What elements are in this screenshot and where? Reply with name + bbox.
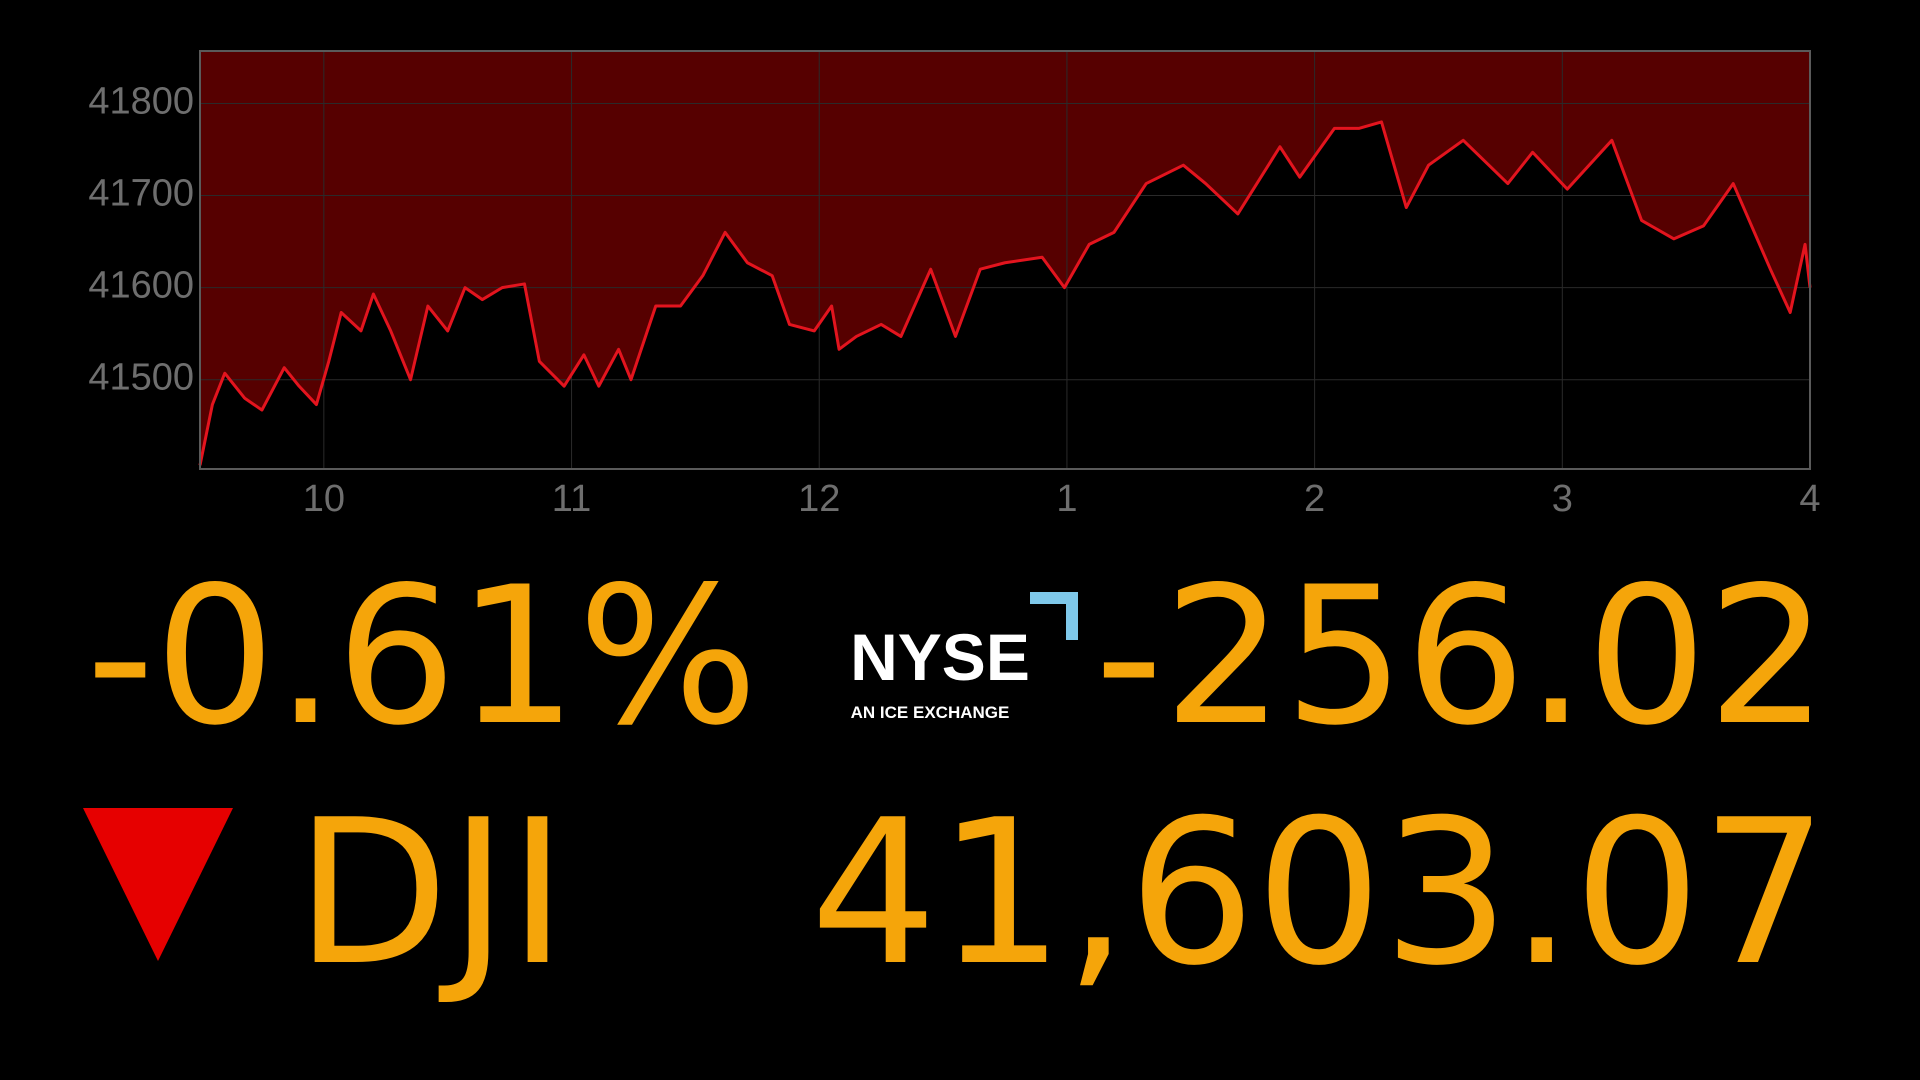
x-tick-label: 10 xyxy=(303,478,345,520)
plot-frame xyxy=(199,50,1811,470)
price: 41,603.07 xyxy=(810,777,1828,1010)
point-change: -256.02 xyxy=(1095,546,1828,767)
logo-tagline: AN ICE EXCHANGE xyxy=(851,703,1010,722)
down-arrow xyxy=(83,808,233,961)
x-tick-label: 1 xyxy=(1056,478,1077,520)
logo-name: NYSE xyxy=(850,620,1030,694)
price-line xyxy=(198,120,1812,466)
symbol: DJI xyxy=(295,777,567,1010)
area-fill xyxy=(200,51,1810,466)
x-tick-label: 2 xyxy=(1304,478,1325,520)
y-tick-label: 41700 xyxy=(88,173,194,215)
logo-bracket xyxy=(1030,592,1078,640)
x-tick-label: 11 xyxy=(552,478,591,520)
percent-change: -0.61% xyxy=(86,546,758,767)
logo: NYSE AN ICE EXCHANGE xyxy=(850,592,1078,722)
x-tick-label: 4 xyxy=(1799,478,1820,520)
y-tick-label: 41500 xyxy=(88,357,194,399)
y-tick-label: 41600 xyxy=(88,265,194,307)
x-tick-label: 12 xyxy=(798,478,840,520)
x-tick-label: 3 xyxy=(1552,478,1573,520)
y-tick-label: 41800 xyxy=(88,81,194,123)
